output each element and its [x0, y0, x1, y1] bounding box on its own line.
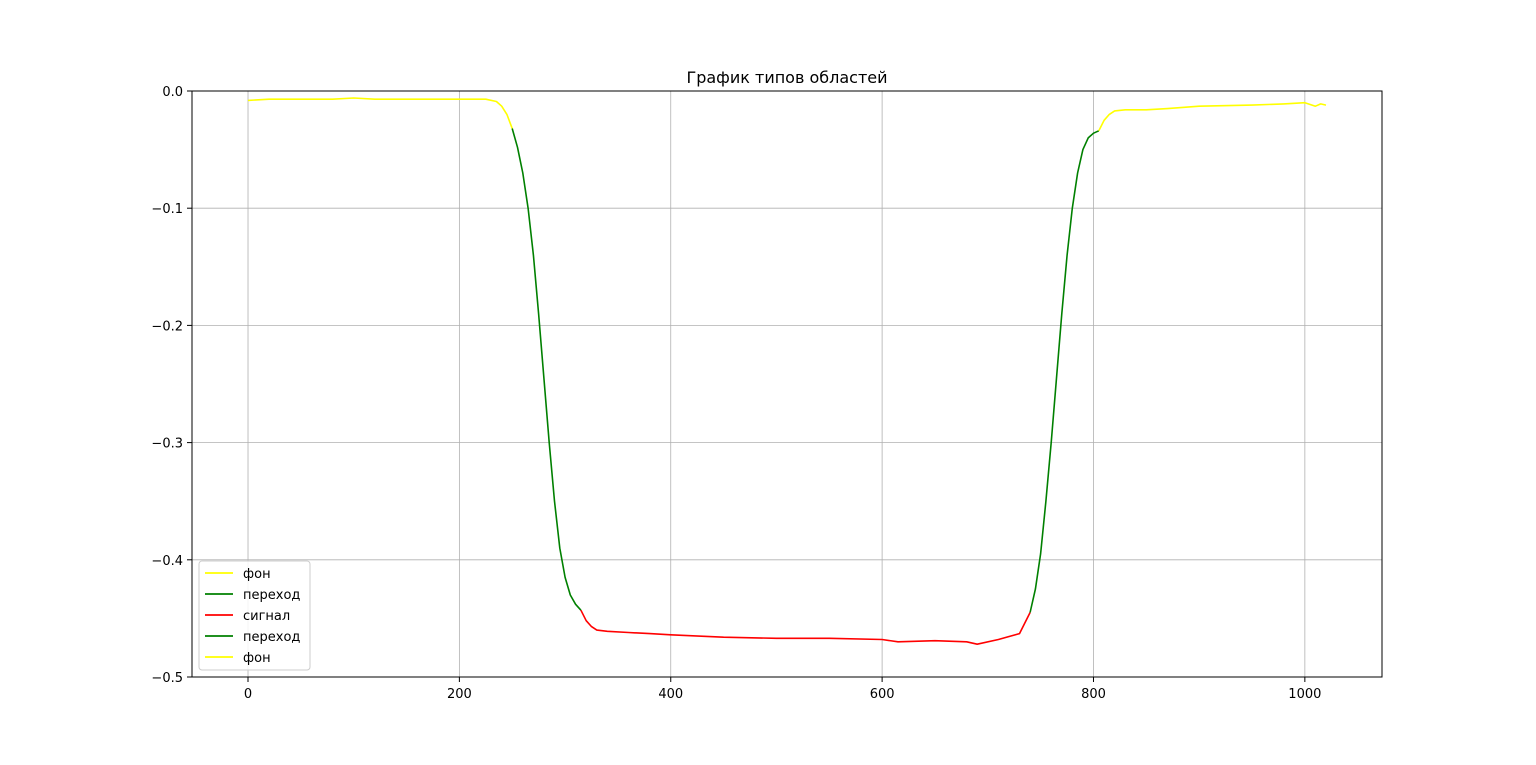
- series-line-5: [1098, 101, 1327, 132]
- series-line-4: [1029, 130, 1100, 613]
- x-tick-label: 800: [1081, 687, 1106, 702]
- chart-title: График типов областей: [686, 68, 887, 87]
- x-tick-label: 200: [447, 687, 472, 702]
- legend-label: фон: [243, 567, 271, 582]
- y-tick-label: −0.2: [151, 319, 183, 334]
- y-tick-label: −0.3: [151, 437, 183, 452]
- y-tick-label: −0.4: [151, 554, 183, 569]
- x-tick-label: 600: [870, 687, 895, 702]
- x-tick-label: 400: [658, 687, 683, 702]
- series-lines: [247, 97, 1327, 646]
- y-tick-label: 0.0: [162, 85, 183, 100]
- legend-label: переход: [243, 630, 300, 645]
- series-line-1: [247, 97, 513, 129]
- y-tick-label: −0.1: [151, 202, 183, 217]
- legend-label: переход: [243, 588, 300, 603]
- series-line-2: [511, 128, 582, 611]
- y-tick-label: −0.5: [151, 671, 183, 686]
- series-line-3: [580, 609, 1031, 646]
- legend-label: сигнал: [243, 609, 290, 624]
- x-tick-label: 1000: [1288, 687, 1321, 702]
- axis-ticks: 0 200 400 600 800 1000 0.0 −0.1 −0.2 −0.3 −0.4 −0.5: [151, 85, 1321, 702]
- legend: фон переход сигнал переход фон: [198, 560, 311, 671]
- x-tick-label: 0: [244, 687, 252, 702]
- legend-box: [198, 560, 311, 671]
- plot-frame: [191, 90, 1383, 678]
- legend-label: фон: [243, 651, 271, 666]
